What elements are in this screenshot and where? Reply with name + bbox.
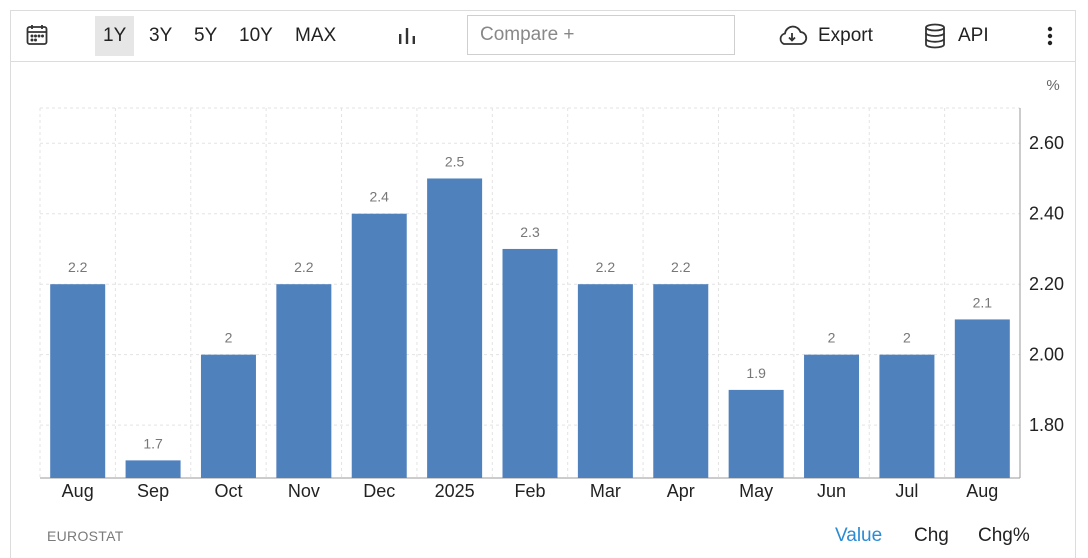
range-5y-button[interactable]: 5Y <box>194 25 218 46</box>
x-axis-tick-labels: Aug Sep Oct Nov Dec 2025 Feb Mar Apr May Jun Jul Aug <box>62 481 999 501</box>
x-axis-tick-label: Apr <box>667 481 695 501</box>
cloud-download-icon <box>776 25 808 47</box>
bar-value-label: 1.9 <box>746 365 766 381</box>
chart-toolbar: 1Y 3Y 5Y 10Y MAX Export <box>10 10 1076 62</box>
y-axis-tick-label: 1.80 <box>1029 415 1064 435</box>
bar[interactable] <box>728 389 784 478</box>
bar[interactable] <box>125 460 181 478</box>
y-axis-tick-labels: 2.60 2.40 2.20 2.00 1.80 <box>1029 133 1064 435</box>
chart-frame <box>10 10 1076 558</box>
bar[interactable] <box>954 319 1010 478</box>
api-label: API <box>958 25 989 46</box>
x-axis-tick-label: Aug <box>62 481 94 501</box>
bar[interactable] <box>50 284 106 478</box>
bar-value-label: 2.3 <box>520 224 540 240</box>
bar[interactable] <box>804 354 860 478</box>
bar-value-label: 2 <box>828 330 836 346</box>
more-vertical-icon[interactable] <box>1040 24 1060 48</box>
range-max-button[interactable]: MAX <box>295 25 337 46</box>
compare-field[interactable] <box>467 15 735 55</box>
y-axis-tick-label: 2.00 <box>1029 345 1064 365</box>
x-axis-tick-label: Jul <box>895 481 918 501</box>
chart-value-labels: 2.2 1.7 2 2.2 2.4 2.5 2.3 2.2 2.2 1.9 2 2 2.1 <box>68 153 992 451</box>
x-axis-tick-label: 2025 <box>435 481 475 501</box>
bar[interactable] <box>427 178 483 478</box>
view-chg-percent-button[interactable]: Chg% <box>978 525 1030 546</box>
y-axis-tick-label: 2.40 <box>1029 204 1064 224</box>
x-axis-tick-label: Feb <box>514 481 545 501</box>
bar-value-label: 1.7 <box>143 435 163 451</box>
bar[interactable] <box>502 248 558 478</box>
export-label: Export <box>818 25 873 46</box>
calendar-icon[interactable] <box>24 22 50 48</box>
bar-value-label: 2.2 <box>596 259 616 275</box>
bar[interactable] <box>200 354 256 478</box>
database-icon <box>924 23 946 49</box>
bar[interactable] <box>351 213 407 478</box>
range-1y-button[interactable]: 1Y <box>95 16 135 56</box>
x-axis-tick-label: Sep <box>137 481 169 501</box>
view-chg-button[interactable]: Chg <box>914 525 949 546</box>
bar-value-label: 2.2 <box>68 259 88 275</box>
compare-input[interactable] <box>468 16 734 54</box>
range-10y-button[interactable]: 10Y <box>239 25 273 46</box>
export-button[interactable]: Export <box>776 22 873 50</box>
source-label: EUROSTAT <box>47 528 124 544</box>
bar[interactable] <box>879 354 935 478</box>
range-3y-button[interactable]: 3Y <box>149 25 173 46</box>
bar[interactable] <box>653 284 709 478</box>
api-button[interactable]: API <box>924 22 989 50</box>
bar[interactable] <box>276 284 332 478</box>
x-axis-tick-label: Nov <box>288 481 320 501</box>
chart-bars <box>50 178 1010 478</box>
bar-value-label: 2.1 <box>973 294 993 310</box>
x-axis-tick-label: May <box>739 481 773 501</box>
bar-value-label: 2.5 <box>445 153 465 169</box>
x-axis-tick-label: Jun <box>817 481 846 501</box>
x-axis-tick-label: Dec <box>363 481 395 501</box>
x-axis-tick-label: Mar <box>590 481 621 501</box>
x-axis-tick-label: Oct <box>214 481 242 501</box>
view-value-button[interactable]: Value <box>835 525 883 546</box>
bar-chart-icon[interactable] <box>395 24 419 48</box>
bar-value-label: 2 <box>903 330 911 346</box>
bar-value-label: 2.2 <box>671 259 691 275</box>
bar-value-label: 2.4 <box>369 189 389 205</box>
bar-value-label: 2.2 <box>294 259 314 275</box>
x-axis-tick-label: Aug <box>966 481 998 501</box>
y-axis-tick-label: 2.20 <box>1029 274 1064 294</box>
bar[interactable] <box>577 284 633 478</box>
y-axis-unit: % <box>1046 77 1059 94</box>
y-axis-tick-label: 2.60 <box>1029 133 1064 153</box>
bar-value-label: 2 <box>225 330 233 346</box>
